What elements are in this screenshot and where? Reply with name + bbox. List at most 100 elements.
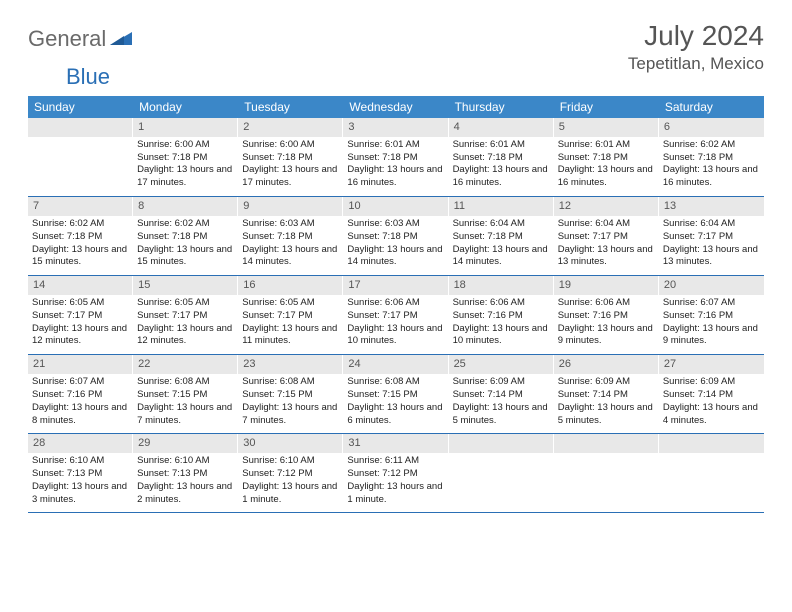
sunrise-text: Sunrise: 6:10 AM	[32, 455, 129, 468]
day-cell: 19Sunrise: 6:06 AMSunset: 7:16 PMDayligh…	[554, 276, 659, 354]
day-cell	[659, 434, 764, 512]
daylight-text: Daylight: 13 hours and 17 minutes.	[137, 164, 234, 190]
day-cell	[449, 434, 554, 512]
day-cell	[554, 434, 659, 512]
day-body: Sunrise: 6:07 AMSunset: 7:16 PMDaylight:…	[659, 295, 764, 354]
day-body: Sunrise: 6:01 AMSunset: 7:18 PMDaylight:…	[554, 137, 659, 196]
day-number: 21	[28, 355, 133, 374]
sunrise-text: Sunrise: 6:07 AM	[32, 376, 129, 389]
sunset-text: Sunset: 7:17 PM	[347, 310, 444, 323]
sunset-text: Sunset: 7:16 PM	[558, 310, 655, 323]
day-number: 2	[238, 118, 343, 137]
day-number: 1	[133, 118, 238, 137]
sunrise-text: Sunrise: 6:02 AM	[137, 218, 234, 231]
day-number: 12	[554, 197, 659, 216]
sunrise-text: Sunrise: 6:04 AM	[663, 218, 760, 231]
day-number: 20	[659, 276, 764, 295]
sunrise-text: Sunrise: 6:01 AM	[347, 139, 444, 152]
sunset-text: Sunset: 7:18 PM	[663, 152, 760, 165]
day-cell: 1Sunrise: 6:00 AMSunset: 7:18 PMDaylight…	[133, 118, 238, 196]
day-body: Sunrise: 6:02 AMSunset: 7:18 PMDaylight:…	[133, 216, 238, 275]
day-cell: 18Sunrise: 6:06 AMSunset: 7:16 PMDayligh…	[449, 276, 554, 354]
sunrise-text: Sunrise: 6:03 AM	[347, 218, 444, 231]
weekday-header: Saturday	[659, 96, 764, 118]
daylight-text: Daylight: 13 hours and 5 minutes.	[453, 402, 550, 428]
daylight-text: Daylight: 13 hours and 8 minutes.	[32, 402, 129, 428]
day-cell: 15Sunrise: 6:05 AMSunset: 7:17 PMDayligh…	[133, 276, 238, 354]
day-number: 24	[343, 355, 448, 374]
daylight-text: Daylight: 13 hours and 11 minutes.	[242, 323, 339, 349]
daylight-text: Daylight: 13 hours and 13 minutes.	[663, 244, 760, 270]
day-number: 16	[238, 276, 343, 295]
sunrise-text: Sunrise: 6:00 AM	[242, 139, 339, 152]
day-body: Sunrise: 6:01 AMSunset: 7:18 PMDaylight:…	[343, 137, 448, 196]
day-cell: 4Sunrise: 6:01 AMSunset: 7:18 PMDaylight…	[449, 118, 554, 196]
sunset-text: Sunset: 7:18 PM	[242, 231, 339, 244]
day-cell	[28, 118, 133, 196]
sunset-text: Sunset: 7:14 PM	[663, 389, 760, 402]
day-body: Sunrise: 6:10 AMSunset: 7:13 PMDaylight:…	[133, 453, 238, 512]
sunrise-text: Sunrise: 6:06 AM	[453, 297, 550, 310]
logo: General	[28, 26, 134, 52]
sunset-text: Sunset: 7:18 PM	[242, 152, 339, 165]
day-cell: 16Sunrise: 6:05 AMSunset: 7:17 PMDayligh…	[238, 276, 343, 354]
day-number: 4	[449, 118, 554, 137]
daylight-text: Daylight: 13 hours and 16 minutes.	[558, 164, 655, 190]
day-cell: 2Sunrise: 6:00 AMSunset: 7:18 PMDaylight…	[238, 118, 343, 196]
sunrise-text: Sunrise: 6:03 AM	[242, 218, 339, 231]
location-label: Tepetitlan, Mexico	[628, 54, 764, 74]
daylight-text: Daylight: 13 hours and 6 minutes.	[347, 402, 444, 428]
sunrise-text: Sunrise: 6:00 AM	[137, 139, 234, 152]
daylight-text: Daylight: 13 hours and 15 minutes.	[32, 244, 129, 270]
weekday-header: Tuesday	[238, 96, 343, 118]
day-number: 25	[449, 355, 554, 374]
day-body: Sunrise: 6:01 AMSunset: 7:18 PMDaylight:…	[449, 137, 554, 196]
sunset-text: Sunset: 7:14 PM	[453, 389, 550, 402]
day-number	[449, 434, 554, 453]
logo-triangle-icon	[110, 29, 132, 50]
sunset-text: Sunset: 7:17 PM	[32, 310, 129, 323]
daylight-text: Daylight: 13 hours and 4 minutes.	[663, 402, 760, 428]
day-body: Sunrise: 6:04 AMSunset: 7:17 PMDaylight:…	[659, 216, 764, 275]
day-number: 28	[28, 434, 133, 453]
day-number: 31	[343, 434, 448, 453]
day-number: 23	[238, 355, 343, 374]
daylight-text: Daylight: 13 hours and 10 minutes.	[453, 323, 550, 349]
daylight-text: Daylight: 13 hours and 7 minutes.	[242, 402, 339, 428]
day-number: 30	[238, 434, 343, 453]
sunrise-text: Sunrise: 6:02 AM	[663, 139, 760, 152]
day-number: 27	[659, 355, 764, 374]
sunrise-text: Sunrise: 6:11 AM	[347, 455, 444, 468]
sunset-text: Sunset: 7:17 PM	[663, 231, 760, 244]
sunrise-text: Sunrise: 6:08 AM	[347, 376, 444, 389]
day-body: Sunrise: 6:03 AMSunset: 7:18 PMDaylight:…	[343, 216, 448, 275]
daylight-text: Daylight: 13 hours and 9 minutes.	[558, 323, 655, 349]
day-body: Sunrise: 6:00 AMSunset: 7:18 PMDaylight:…	[133, 137, 238, 196]
day-body: Sunrise: 6:02 AMSunset: 7:18 PMDaylight:…	[28, 216, 133, 275]
title-block: July 2024 Tepetitlan, Mexico	[628, 20, 764, 74]
daylight-text: Daylight: 13 hours and 13 minutes.	[558, 244, 655, 270]
sunrise-text: Sunrise: 6:05 AM	[32, 297, 129, 310]
day-cell: 25Sunrise: 6:09 AMSunset: 7:14 PMDayligh…	[449, 355, 554, 433]
day-number: 11	[449, 197, 554, 216]
day-number	[28, 118, 133, 137]
daylight-text: Daylight: 13 hours and 14 minutes.	[347, 244, 444, 270]
sunset-text: Sunset: 7:15 PM	[242, 389, 339, 402]
daylight-text: Daylight: 13 hours and 15 minutes.	[137, 244, 234, 270]
month-title: July 2024	[628, 20, 764, 52]
daylight-text: Daylight: 13 hours and 14 minutes.	[242, 244, 339, 270]
sunrise-text: Sunrise: 6:08 AM	[242, 376, 339, 389]
daylight-text: Daylight: 13 hours and 7 minutes.	[137, 402, 234, 428]
day-body: Sunrise: 6:04 AMSunset: 7:17 PMDaylight:…	[554, 216, 659, 275]
daylight-text: Daylight: 13 hours and 3 minutes.	[32, 481, 129, 507]
day-cell: 20Sunrise: 6:07 AMSunset: 7:16 PMDayligh…	[659, 276, 764, 354]
day-cell: 3Sunrise: 6:01 AMSunset: 7:18 PMDaylight…	[343, 118, 448, 196]
sunrise-text: Sunrise: 6:10 AM	[137, 455, 234, 468]
sunrise-text: Sunrise: 6:10 AM	[242, 455, 339, 468]
day-number: 10	[343, 197, 448, 216]
day-cell: 5Sunrise: 6:01 AMSunset: 7:18 PMDaylight…	[554, 118, 659, 196]
day-cell: 29Sunrise: 6:10 AMSunset: 7:13 PMDayligh…	[133, 434, 238, 512]
sunrise-text: Sunrise: 6:09 AM	[663, 376, 760, 389]
weekday-header: Monday	[133, 96, 238, 118]
sunrise-text: Sunrise: 6:04 AM	[453, 218, 550, 231]
